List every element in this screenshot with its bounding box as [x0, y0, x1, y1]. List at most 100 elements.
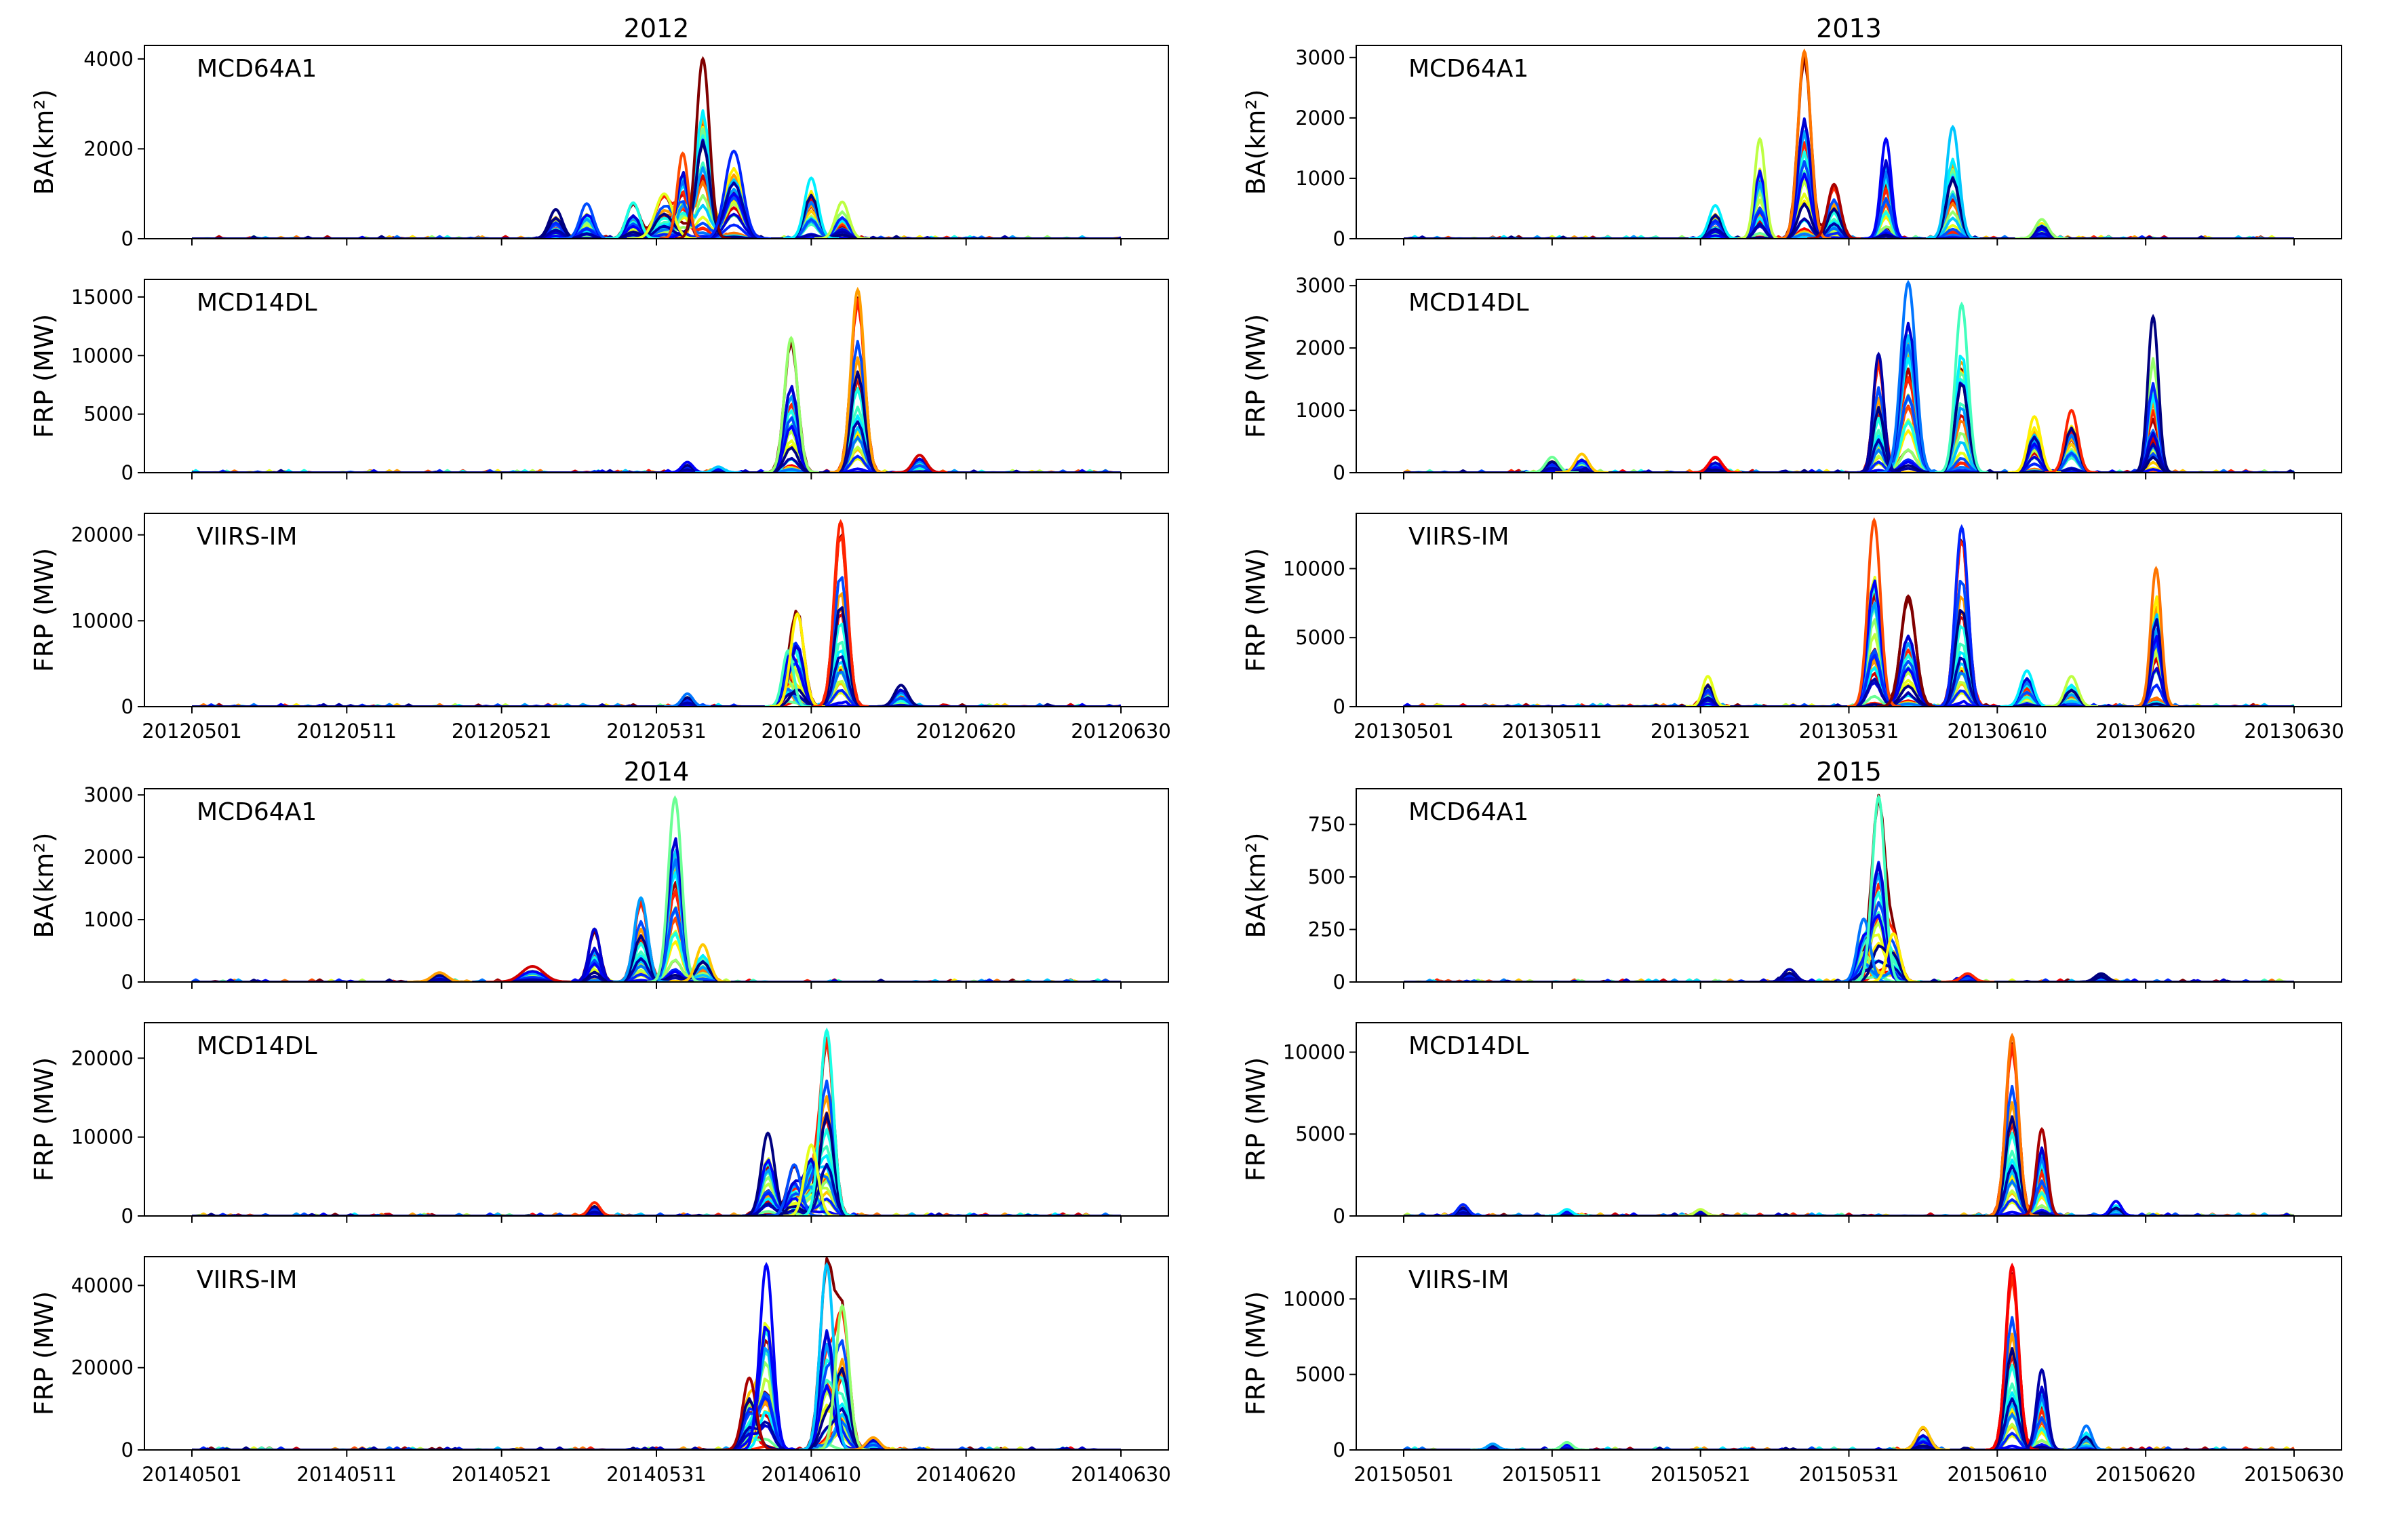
y-tick-label: 15000 — [71, 286, 134, 309]
series-line — [192, 1038, 1121, 1216]
panel-label: MCD14DL — [1408, 1032, 1529, 1060]
panel-label: MCD14DL — [197, 1032, 317, 1060]
series-line — [1404, 1355, 2294, 1450]
series-line — [192, 644, 1121, 707]
series-line — [192, 427, 1121, 473]
y-axis-label: BA(km²) — [1241, 833, 1271, 939]
series-line — [192, 431, 1121, 473]
series-line — [192, 673, 1121, 707]
y-tick-label: 1000 — [1295, 167, 1345, 190]
y-tick-label: 10000 — [71, 1126, 134, 1149]
series-line — [1404, 1045, 2294, 1216]
series-line — [192, 163, 1121, 239]
series-line — [1404, 1133, 2294, 1216]
series-line — [1404, 1387, 2294, 1450]
series-line — [1404, 874, 2294, 982]
series-line — [192, 1409, 1121, 1450]
series-line — [1404, 862, 2294, 982]
series-group — [192, 290, 1121, 473]
series-line — [192, 1421, 1121, 1450]
peak-line — [2045, 410, 2098, 473]
x-tick-label: 20130610 — [1948, 720, 2048, 743]
series-line — [192, 374, 1121, 473]
series-line — [1404, 884, 2294, 982]
series-line — [1404, 1192, 2294, 1216]
series-line — [192, 427, 1121, 473]
series-line — [192, 1164, 1121, 1216]
series-line — [1404, 1433, 2294, 1450]
y-tick-label: 0 — [1333, 1438, 1345, 1461]
series-line — [1404, 1181, 2294, 1216]
series-line — [1404, 1318, 2294, 1450]
series-group — [1404, 795, 2294, 982]
series-line — [192, 298, 1121, 473]
series-line — [1404, 171, 2294, 239]
series-line — [1404, 159, 2294, 239]
panel-2014-mcd64a1: 2014MCD64A10100020003000BA(km²) — [29, 757, 1168, 994]
x-tick-label: 20120630 — [1071, 720, 1171, 743]
series-line — [1404, 916, 2294, 982]
series-line — [192, 1147, 1121, 1217]
peak-line — [1935, 304, 1988, 473]
series-line — [192, 654, 1121, 707]
series-line — [192, 441, 1121, 473]
series-line — [1404, 1409, 2294, 1450]
y-tick-label: 10000 — [71, 609, 134, 632]
x-tick-label: 20140610 — [762, 1463, 862, 1486]
series-line — [192, 1359, 1121, 1450]
series-line — [1404, 1176, 2294, 1216]
series-line — [192, 407, 1121, 473]
x-tick-label: 20130521 — [1651, 720, 1751, 743]
series-line — [1404, 1365, 2294, 1450]
series-line — [1404, 1118, 2294, 1216]
series-group — [1404, 1036, 2294, 1216]
series-line — [1404, 169, 2294, 239]
series-line — [192, 838, 1121, 982]
y-axis-label: FRP (MW) — [29, 548, 59, 672]
series-line — [1404, 1350, 2294, 1450]
series-line — [1404, 903, 2294, 982]
series-line — [192, 1372, 1121, 1450]
y-axis-label: BA(km²) — [29, 90, 59, 195]
y-tick-label: 0 — [121, 227, 134, 250]
series-line — [192, 850, 1121, 982]
series-line — [192, 1308, 1121, 1450]
series-line — [192, 1129, 1121, 1216]
x-tick-label: 20150511 — [1502, 1463, 1602, 1486]
x-tick-label: 20150630 — [2244, 1463, 2344, 1486]
series-line — [1404, 1415, 2294, 1450]
series-line — [1404, 132, 2294, 239]
series-line — [1404, 1181, 2294, 1216]
panel-2013-mcd14dl: MCD14DL 0 1000 2000 3000 FRP (MW) — [1241, 274, 2342, 484]
y-tick-label: 20000 — [71, 1046, 134, 1069]
series-line — [1404, 1428, 2294, 1450]
series-group — [192, 522, 1121, 707]
series-line — [192, 1170, 1121, 1216]
panel-label: MCD14DL — [197, 289, 317, 317]
panel-label: VIIRS-IM — [197, 523, 297, 551]
x-tick-label: 20140630 — [1071, 1463, 1171, 1486]
series-line — [192, 1158, 1121, 1216]
series-group — [1404, 52, 2294, 239]
y-tick-label: 20000 — [71, 1356, 134, 1379]
series-line — [1404, 1158, 2294, 1216]
series-line — [1404, 176, 2294, 239]
series-line — [192, 614, 1121, 707]
panel-2013-mcd64a1: 2013MCD64A10100020003000BA(km²) — [1241, 14, 2342, 250]
panel-2012-viirs-im: VIIRS-IM 0 10000 20000 FRP (MW) 20120501 20120… — [29, 513, 1171, 743]
year-title: 2012 — [624, 14, 690, 43]
series-line — [192, 449, 1121, 473]
series-line — [1404, 1415, 2294, 1451]
y-tick-label: 0 — [121, 970, 134, 994]
y-tick-label: 4000 — [83, 47, 134, 71]
series-line — [1404, 1181, 2294, 1216]
y-tick-label: 40000 — [71, 1274, 134, 1297]
series-line — [192, 860, 1121, 982]
series-line — [192, 669, 1121, 707]
series-line — [192, 1097, 1121, 1216]
y-axis-label: FRP (MW) — [29, 1057, 59, 1181]
series-line — [1404, 119, 2294, 239]
series-group — [1404, 520, 2294, 707]
series-line — [192, 535, 1121, 707]
series-line — [192, 1177, 1121, 1216]
